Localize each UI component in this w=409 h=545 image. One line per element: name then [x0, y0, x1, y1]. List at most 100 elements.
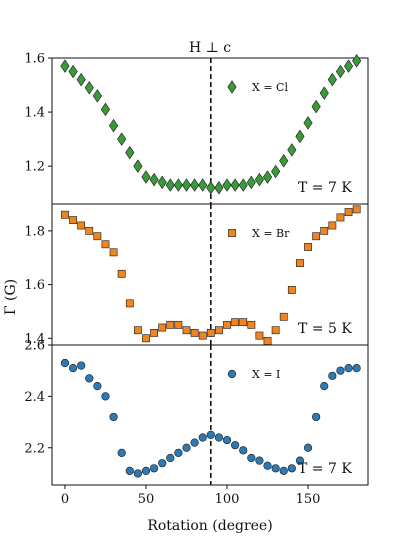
panel-2-data-point	[304, 243, 312, 251]
panel-3-data-point	[85, 374, 94, 383]
panel-3-data-point	[60, 358, 70, 368]
x-tick-label: 150	[296, 492, 321, 507]
panel-2-data-point	[352, 205, 361, 214]
panel-3-data-point	[125, 466, 134, 475]
panel-1-y-tick-label: 1.4	[24, 106, 45, 121]
panel-2-data-point	[93, 232, 102, 241]
panel-2-data-point	[133, 326, 142, 335]
panel-3-data-point	[198, 433, 207, 442]
panel-2-data-point	[198, 331, 207, 340]
panel-3-data-point	[182, 443, 191, 452]
panel-1-data-point	[165, 178, 175, 192]
panel-2-data-point	[312, 232, 321, 241]
panel-1-data-point	[222, 178, 232, 192]
panel-2-data-point	[296, 259, 304, 267]
panel-3-data-point	[77, 361, 86, 370]
panel-1-data-point	[84, 81, 94, 95]
panel-2-data-point	[328, 221, 337, 230]
panel-3-annotation: T = 7 K	[298, 461, 352, 477]
panel-3-data-point	[336, 366, 345, 375]
panel-3-data-point	[303, 443, 313, 452]
panel-2-data-point	[206, 329, 215, 337]
panel-3-data-point	[287, 464, 296, 473]
panel-1-data-point	[206, 181, 216, 195]
panel-1-data-point	[92, 89, 102, 103]
panel-3-data-point	[344, 364, 353, 373]
panel-1-data-point	[271, 164, 281, 179]
panel-2-data-point	[255, 331, 264, 340]
panel-1-legend-label: X = Cl	[252, 81, 288, 94]
panel-3-data-point	[214, 433, 224, 442]
panel-1-y-tick-label: 1.2	[24, 160, 45, 175]
x-axis-label: Rotation (degree)	[147, 518, 272, 534]
panel-1-data-point	[343, 59, 354, 73]
panel-3-y-tick-label: 2.6	[24, 339, 45, 354]
panel-1-data-point	[287, 143, 297, 157]
panel-2-data-point	[69, 216, 77, 225]
panel-2-data-point	[190, 329, 199, 337]
panel-2-data-point	[231, 318, 240, 327]
panel-3-data-point	[263, 461, 272, 470]
panel-1-data-point	[100, 102, 111, 117]
panel-3-data-point	[312, 412, 321, 422]
panel-1-data-point	[157, 175, 167, 190]
panel-1-data-point	[117, 132, 127, 146]
panel-3-data-point	[255, 456, 264, 465]
x-tick-label: 100	[215, 492, 240, 507]
panel-1-data-point	[262, 170, 273, 184]
panels: 1.2 1.4 1.6 X = Cl T = 7 K 1.4 1.6 1.8 X = Br T =…	[24, 52, 369, 507]
panel-1-data-point	[335, 64, 346, 79]
panel-2-data-point	[101, 240, 110, 249]
panel-3-data-point	[68, 364, 78, 373]
panel-3-data-point	[117, 448, 126, 457]
panel-2-data-point	[320, 226, 329, 235]
panel-1-data-point	[246, 175, 256, 190]
panel-3-legend-marker	[227, 369, 237, 379]
panel-3-y-tick-label: 2.4	[24, 390, 45, 405]
panel-1-data-point	[279, 154, 289, 168]
panel-3-data-point	[206, 430, 215, 440]
panel-1-data-point	[319, 86, 329, 100]
panel-1-data-point	[181, 178, 192, 192]
panel-3-data-point	[247, 453, 256, 463]
panel-2-y-tick-label: 1.8	[24, 224, 45, 239]
panel-2-data-point	[142, 334, 150, 343]
panel-3-data-point	[279, 466, 288, 475]
panel-2-data-point	[182, 326, 191, 335]
panel-3-data-point	[320, 382, 329, 391]
panel-1-data-point	[190, 178, 200, 192]
panel-1-legend-marker	[227, 80, 237, 94]
panel-2-data-point	[215, 326, 223, 335]
panel-3-data-point	[141, 466, 151, 475]
panel-3-data-point	[328, 371, 337, 380]
panel-2-data-point	[109, 248, 118, 257]
panel-1-data-point	[68, 64, 78, 79]
panel-2-data-point	[247, 320, 256, 329]
panel-1-data-point	[327, 72, 337, 87]
panel-1-data-point	[238, 178, 248, 192]
panel-2-annotation: T = 5 K	[298, 321, 352, 337]
panel-2-data-point	[271, 326, 280, 335]
panel-1-data-point	[303, 116, 313, 130]
panel-1-data-point	[125, 145, 135, 160]
panel-3-data-point	[352, 364, 361, 373]
panel-3-data-point	[295, 456, 305, 465]
panel-1-data-point	[254, 172, 264, 187]
panel-3-frame	[51, 344, 369, 486]
panel-1-data-point	[230, 178, 240, 192]
panel-1-data-point	[76, 72, 86, 87]
panel-2-data-point	[150, 329, 158, 337]
panel-3-y-tick-label: 2.2	[24, 441, 45, 456]
panel-2-data-point	[174, 320, 183, 329]
panel-3-data-point	[239, 446, 248, 455]
panel-2-data-point	[344, 208, 353, 216]
panel-2-y-tick-label: 1.4	[24, 332, 45, 347]
panel-2-y-tick-label: 1.6	[24, 278, 45, 293]
x-tick-label: 50	[138, 492, 155, 507]
panel-1-data-point	[60, 59, 70, 73]
panel-2-data-point	[125, 299, 134, 308]
panel-2-data-point	[279, 312, 288, 321]
y-axis-label: Γ (G)	[3, 279, 19, 315]
panel-1-data-point	[133, 159, 143, 173]
